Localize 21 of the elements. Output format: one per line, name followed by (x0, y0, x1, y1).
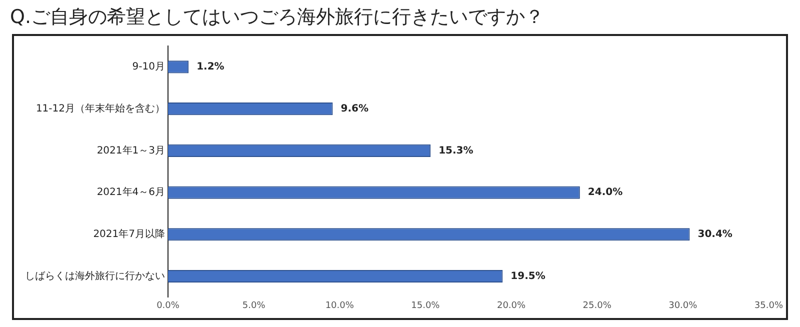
y-tick-label: 2021年4～6月 (96, 186, 165, 198)
x-tick-label: 30.0% (668, 300, 698, 311)
x-tick-label: 10.0% (325, 300, 354, 311)
y-tick-label: しばらくは海外旅行に行かない (25, 270, 165, 282)
data-label: 19.5% (510, 270, 546, 282)
y-tick-label: 2021年1～3月 (96, 144, 165, 156)
data-label: 9.6% (340, 103, 368, 114)
x-tick-label: 25.0% (582, 300, 612, 311)
x-tick-label: 5.0% (242, 300, 266, 311)
y-tick-label: 2021年7月以降 (93, 228, 165, 240)
data-label: 30.4% (698, 228, 732, 240)
x-tick-label: 20.0% (496, 300, 526, 311)
x-tick-label: 15.0% (411, 300, 440, 311)
x-tick-label: 35.0% (754, 300, 784, 311)
data-label: 24.0% (588, 187, 623, 198)
data-label: 1.2% (196, 62, 224, 73)
data-label: 15.3% (438, 145, 474, 156)
x-tick-label: 0.0% (156, 300, 180, 311)
chart-title: Q.ご自身の希望としてはいつごろ海外旅行に行きたいですか？ (10, 5, 544, 30)
y-tick-label: 11-12月（年末年始を含む） (36, 102, 165, 114)
y-tick-label: 9-10月 (132, 62, 165, 73)
